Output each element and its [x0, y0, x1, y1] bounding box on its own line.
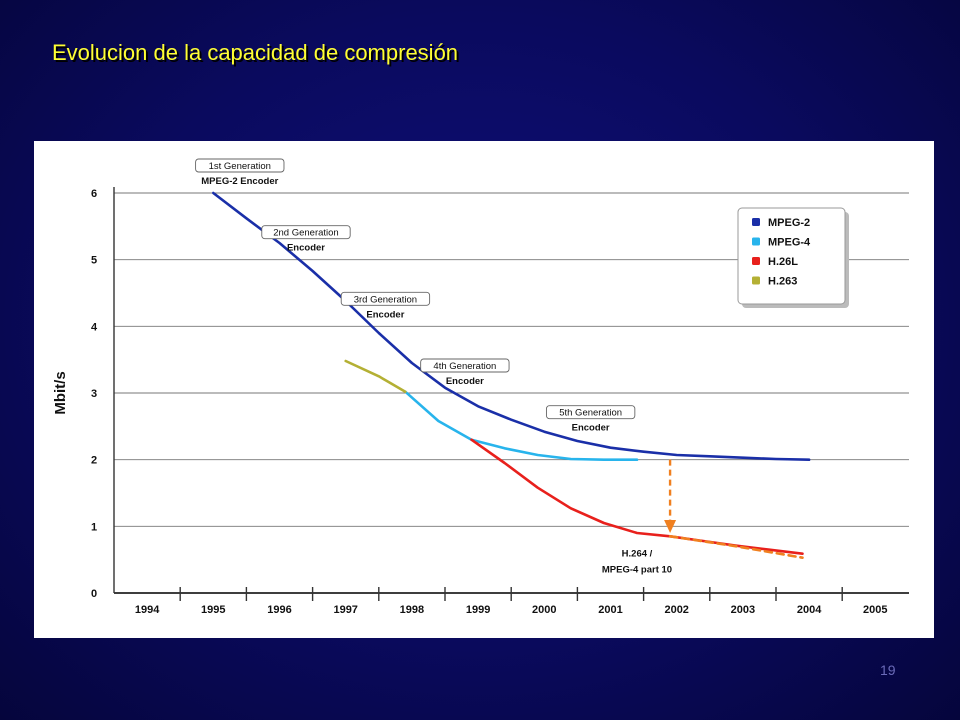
legend-label: MPEG-2	[768, 217, 810, 229]
annotation-label: 2nd Generation	[273, 228, 339, 239]
annotation-sublabel: Encoder	[287, 243, 325, 254]
x-tick-label: 1996	[267, 604, 291, 616]
x-tick-label: 1994	[135, 604, 160, 616]
annotation-sublabel: Encoder	[572, 423, 610, 434]
slide-number: 19	[880, 662, 896, 678]
x-tick-label: 1997	[333, 604, 357, 616]
annotation-label: 4th Generation	[433, 361, 496, 372]
annotation-label: 5th Generation	[559, 408, 622, 419]
annotation-box	[420, 358, 510, 373]
y-tick-label: 1	[91, 521, 97, 533]
series-layer	[212, 191, 811, 560]
x-tick-label: 2003	[731, 604, 755, 616]
legend-layer: MPEG-2 MPEG-4 H.26L H.263	[737, 207, 849, 308]
slide-title: Evolucion de la capacidad de compresión	[52, 40, 459, 65]
legend-label: H.26L	[768, 256, 798, 268]
legend-swatch	[752, 237, 760, 246]
y-tick-label: 0	[91, 588, 97, 600]
x-tick-label: 2001	[598, 604, 622, 616]
x-tick-label: 2000	[532, 604, 556, 616]
y-axis-label: Mbit/s	[52, 371, 69, 414]
series-line-mpeg-4	[403, 390, 639, 462]
legend-swatch	[752, 218, 760, 226]
annotation-label: H.264 /	[622, 549, 653, 560]
series-line-mpeg-2	[212, 191, 811, 462]
legend-swatch	[752, 257, 760, 265]
x-tick-label: 2005	[863, 604, 887, 616]
y-tick-label: 2	[91, 455, 97, 467]
x-tick-label: 2004	[797, 604, 822, 616]
annotation-layer: 1st Generation MPEG-2 Encoder 2nd Generati…	[195, 158, 672, 576]
annotation-label: 1st Generation	[209, 161, 271, 172]
annotation-sublabel: MPEG-2 Encoder	[201, 176, 278, 187]
legend-box	[737, 207, 846, 305]
annotation-box	[340, 291, 431, 306]
annotation-sublabel: MPEG-4 part 10	[602, 565, 672, 576]
y-tick-label: 3	[91, 388, 97, 400]
x-tick-label: 2002	[664, 604, 688, 616]
x-tick-label: 1999	[466, 604, 490, 616]
annotation-box	[195, 158, 285, 173]
series-line-dashed-4	[668, 534, 804, 560]
annotation-label: 3rd Generation	[354, 294, 417, 305]
y-tick-label: 5	[91, 255, 97, 267]
series-line-h-263	[344, 359, 407, 393]
annotation-box	[545, 405, 636, 420]
annotation-box	[261, 225, 351, 240]
compression-chart: 0 1 2 3 4 5 6 1994 1995 1996 1997 1998 1999 2000 2001 2…	[52, 158, 909, 616]
x-tick-label: 1995	[201, 604, 225, 616]
chart-panel: 0 1 2 3 4 5 6 1994 1995 1996 1997 1998 1999 2000 2001 2…	[34, 141, 934, 638]
legend-label: MPEG-4	[768, 237, 811, 249]
axis-layer: 0 1 2 3 4 5 6 1994 1995 1996 1997 1998 1999 2000 2001 2…	[52, 187, 888, 616]
x-tick-label: 1998	[400, 604, 424, 616]
legend-swatch	[752, 276, 760, 285]
annotation-sublabel: Encoder	[366, 309, 404, 320]
arrow-head	[664, 520, 677, 533]
annotation-sublabel: Encoder	[446, 376, 484, 387]
y-tick-label: 6	[91, 188, 97, 200]
y-tick-label: 4	[91, 321, 98, 333]
legend-label: H.263	[768, 276, 797, 288]
